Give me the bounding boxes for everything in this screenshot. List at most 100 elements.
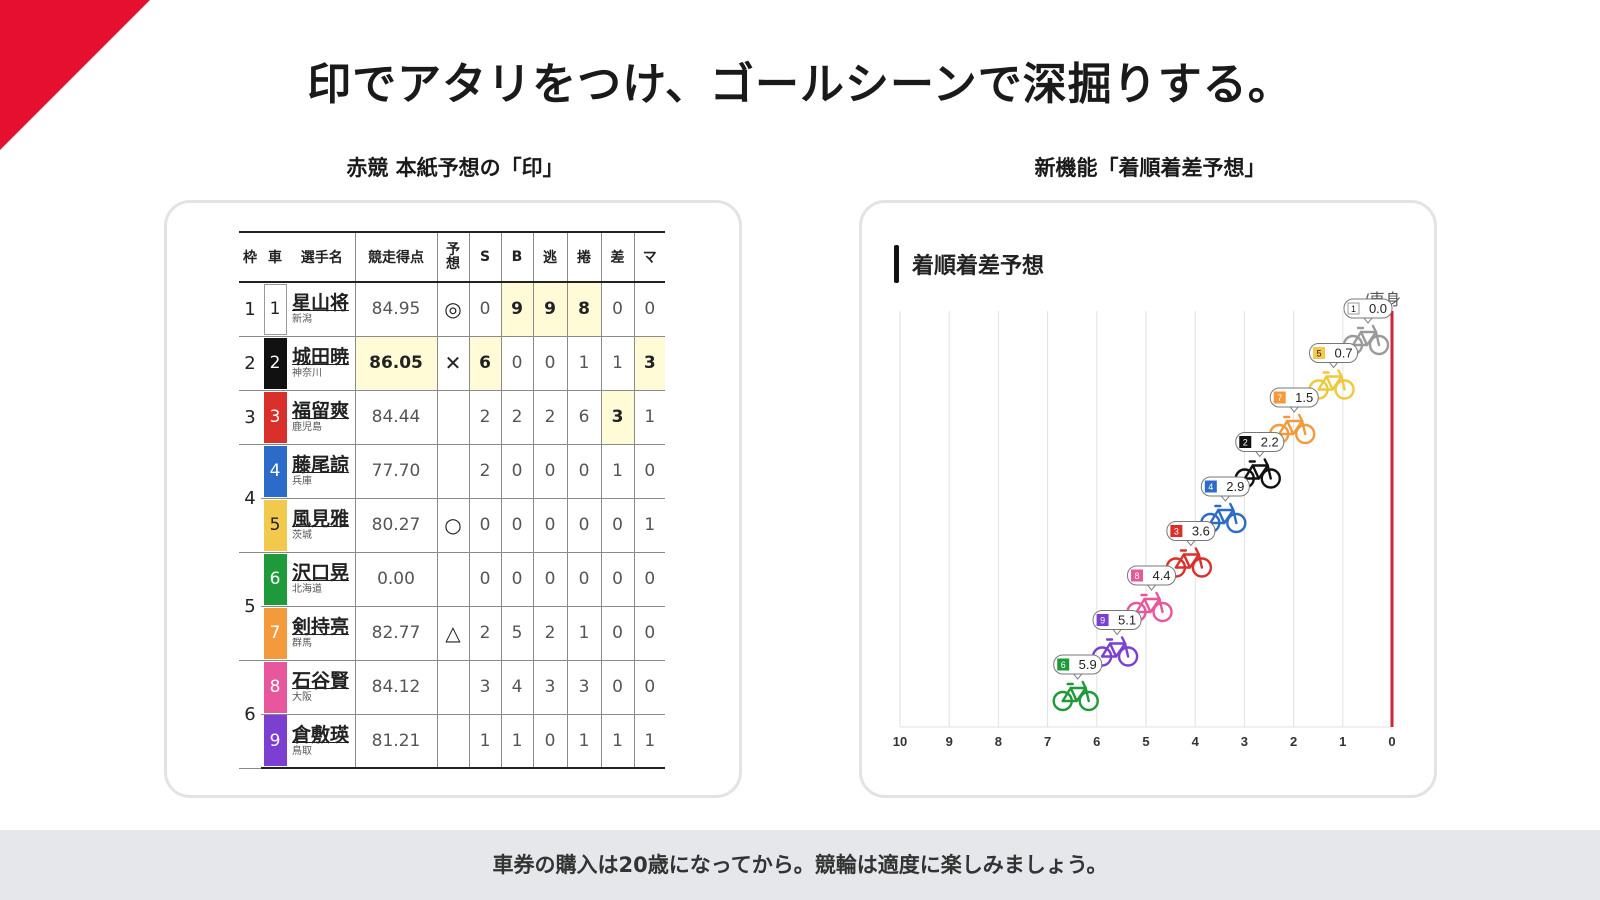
bicycle-part [1351,330,1381,347]
header-s: S [468,231,501,283]
car-cell: 8 [261,660,289,715]
rider-prefecture: 大阪 [292,692,312,703]
bicycle-part [1191,557,1213,578]
stat-cell-nige: 0 [532,714,567,769]
car-number-text: 7 [1277,393,1282,403]
stat-cell-s: 6 [468,336,501,391]
car-cell: 7 [261,606,289,661]
margin-label-pointer [1328,362,1339,369]
car-number-badge: 4 [263,445,287,497]
score-cell: 0.00 [354,552,437,607]
waku-cell: 2 [239,336,261,391]
stat-cell-b: 0 [500,498,533,553]
rider-prefecture: 北海道 [292,584,322,595]
rider-prefecture: 茨城 [292,530,312,541]
prediction-mark-cell: ◎ [436,282,469,337]
margin-value-label: 5.1 [1118,613,1136,628]
stat-cell-b: 4 [500,660,533,715]
bicycle-icon [1126,591,1173,623]
table-row: 1 1 星山将 新潟 84.95 ◎ 0 9 9 8 0 0 [239,282,665,337]
rider-name-link[interactable]: 石谷賢 [292,670,350,692]
car-number-badge: 1 [263,283,287,335]
car-number-text: 6 [1061,660,1066,670]
prediction-mark-cell: △ [436,606,469,661]
stat-cell-makuri: 0 [566,552,601,607]
margin-value-label: 5.9 [1079,657,1097,672]
stat-cell-makuri: 0 [566,498,601,553]
car-cell: 1 [261,282,289,337]
rider-name-link[interactable]: 沢口晃 [292,562,350,584]
bicycle-part [1260,468,1281,489]
bicycle-part [1061,686,1090,703]
margin-value-label: 2.9 [1226,479,1244,494]
rider-name-link[interactable]: 藤尾諒 [292,454,350,476]
stat-cell-s: 3 [468,660,501,715]
prediction-mark-cell [436,390,469,445]
car-number-badge [1131,569,1144,582]
x-tick-label: 3 [1241,734,1248,749]
rider-name-link[interactable]: 城田暁 [292,346,350,368]
waku-cell: 3 [239,390,261,445]
rider-name-link[interactable]: 倉敷瑛 [292,723,350,746]
rider-name-link[interactable]: 剣持亮 [292,616,350,638]
stat-cell-makuri: 8 [566,282,601,337]
x-tick-label: 5 [1142,734,1149,749]
stat-cell-ma: 0 [633,282,665,337]
car-cell: 4 [261,444,289,499]
stat-cell-makuri: 6 [566,390,601,445]
headline: 印でアタリをつけ、ゴールシーンで深掘りする。 [307,59,1293,110]
car-number-badge: 5 [263,499,287,551]
rider-cell: 沢口晃 北海道 [289,552,355,607]
stat-cell-ma: 3 [633,336,665,391]
car-cell: 9 [261,714,289,769]
rider-name-link[interactable]: 風見雅 [292,508,350,530]
stat-cell-makuri: 1 [566,714,601,769]
header-car: 車 [261,231,289,283]
header-yoso-1: 予 [446,242,460,258]
prediction-mark-cell: ○ [436,498,469,553]
score-cell: 82.77 [354,606,437,661]
car-number-text: 5 [1317,349,1322,359]
rider-name-link[interactable]: 福留爽 [292,400,350,422]
table-body: 1 1 星山将 新潟 84.95 ◎ 0 9 9 8 0 0 2 2 城田暁 神奈川 86.05 ✕ 6 0 0 1 1 3 3… [239,282,665,769]
header-name: 選手名 [289,231,355,283]
rider-prefecture: 兵庫 [292,476,312,487]
stat-cell-nige: 9 [532,282,567,337]
table-row: 5 風見雅 茨城 80.27 ○ 0 0 0 0 0 1 [239,498,665,553]
rider-cell: 星山将 新潟 [289,282,355,337]
score-cell: 81.21 [354,714,437,769]
left-section-title: 赤競 本紙予想の「印」 [346,156,564,180]
car-number-badge: 3 [263,391,287,443]
rider-prefecture: 鳥取 [292,745,312,757]
stat-cell-s: 2 [468,606,501,661]
stat-cell-makuri: 3 [566,660,601,715]
bicycle-part [1278,419,1307,436]
chart-title-bar [894,245,899,283]
car-number-text: 8 [1135,571,1140,581]
score-cell: 86.05 [354,336,437,391]
right-section-title: 新機能「着順着差予想」 [1034,156,1266,180]
stat-cell-ma: 1 [633,498,665,553]
car-number-badge: 7 [263,607,287,659]
bicycle-part [1149,597,1161,614]
car-number-badge [1273,391,1286,404]
stat-cell-sashi: 0 [600,282,634,337]
table-row: 5 6 沢口晃 北海道 0.00 0 0 0 0 0 0 [239,552,665,661]
car-cell: 2 [261,336,289,391]
bicycle-part [1292,419,1304,436]
bicycle-part [1078,690,1099,712]
rider-name-link[interactable]: 星山将 [292,292,350,315]
bicycle-part [1334,379,1355,400]
stat-cell-sashi: 3 [600,390,634,445]
prediction-mark-cell [436,714,469,769]
rider-cell: 藤尾諒 兵庫 [289,444,355,499]
stat-cell-sashi: 0 [600,498,634,553]
bicycle-part [1209,508,1238,525]
prediction-mark-cell: ✕ [436,336,469,391]
finish-prediction-card: 着順着差予想 /車身 10987654321010.050.771.522.24… [859,200,1437,798]
bicycle-part [1368,334,1390,356]
score-cell: 84.44 [354,390,437,445]
car-number-badge [1347,302,1360,315]
car-number-text: 1 [1351,304,1356,314]
stat-cell-s: 0 [468,552,501,607]
